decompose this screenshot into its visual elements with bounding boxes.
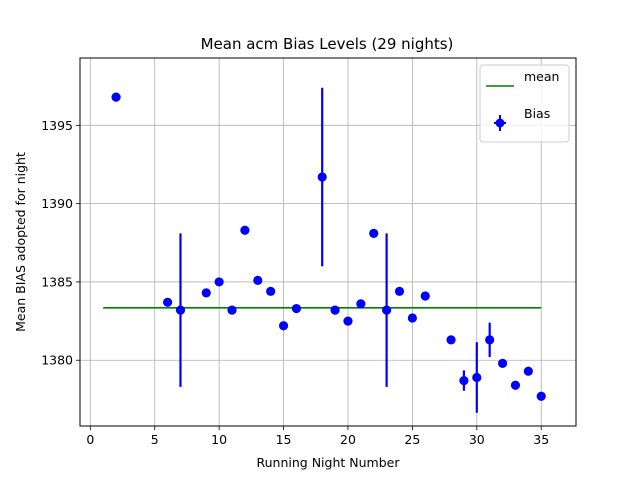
x-tick-label: 25 [404,432,420,447]
data-point [472,372,482,383]
y-tick-label: 1395 [41,118,73,133]
y-axis-ticks: 1380 1385 1390 1395 [41,118,80,368]
data-point-group [111,92,546,401]
x-tick-label: 35 [533,432,549,447]
data-point [240,225,250,235]
legend-mean-label: mean [524,69,559,84]
x-axis-label: Running Night Number [257,455,401,470]
data-point [394,286,405,296]
data-point [485,335,495,345]
data-point [407,313,417,323]
data-point [330,305,340,315]
data-point [497,358,508,368]
data-point [369,228,379,238]
data-point [317,172,327,182]
data-point [382,305,392,315]
y-tick-label: 1390 [41,196,73,211]
legend: mean Bias [479,64,570,143]
data-point [227,305,237,315]
legend-bias-label: Bias [524,106,550,121]
data-point [536,391,546,401]
data-point [291,303,302,314]
x-axis-ticks: 0 5 10 15 20 25 30 35 [86,426,549,447]
data-point [523,366,533,376]
x-tick-label: 20 [340,432,356,447]
y-axis-label: Mean BIAS adopted for night [13,152,28,332]
data-point [446,335,456,345]
x-tick-label: 15 [276,432,292,447]
data-point [163,297,173,307]
x-tick-label: 30 [469,432,485,447]
data-point [420,291,430,301]
data-point [111,92,121,102]
data-point [214,277,224,287]
y-tick-label: 1385 [41,274,73,289]
data-point [459,375,469,386]
data-point [278,321,289,331]
x-tick-label: 10 [211,432,227,447]
data-point [253,275,263,285]
data-point [356,299,366,309]
plot-frame [79,57,577,427]
data-point [343,316,353,326]
data-point [175,305,186,315]
x-tick-label: 0 [86,432,94,447]
data-point [510,380,521,390]
legend-bias-swatch [494,115,506,131]
data-point [201,288,211,298]
x-tick-label: 5 [151,432,159,447]
chart-title: Mean acm Bias Levels (29 nights) [201,35,454,53]
y-tick-label: 1380 [41,353,73,368]
data-point [266,286,276,296]
